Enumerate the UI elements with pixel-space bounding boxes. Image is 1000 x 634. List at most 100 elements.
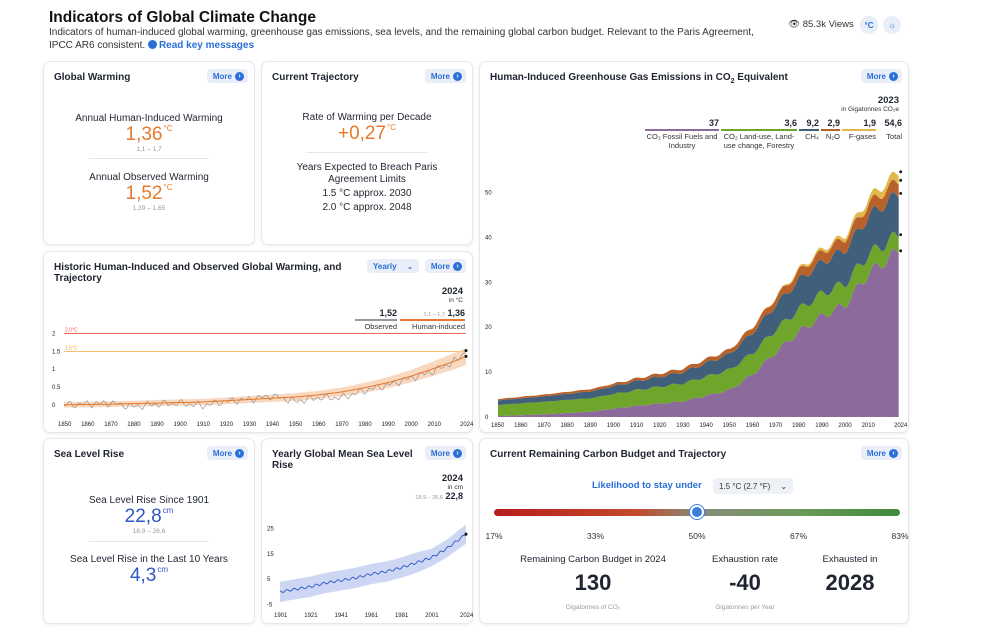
breach-label: Years Expected to Breach Paris Agreement… [296,162,438,185]
yearly-sea-unit: in cm [447,484,463,491]
unit-toggle-button[interactable]: °C [860,16,878,34]
yearly-sea-title: Yearly Global Mean Sea Level Rise [272,449,413,471]
x-tick-label: 1940 [699,423,713,429]
emissions-endpoint [899,191,903,195]
emissions-year: 2023 [877,95,899,106]
human-label: Human-induced [412,322,465,331]
legend-label: CO₂ Fossil Fuels and Industry [646,132,718,150]
y-tick-label: 1.5 [52,349,61,355]
annual-warming-number: 1,36 [125,124,163,145]
slider-ticks: 17% 33% 50% 67% 83% [480,531,910,543]
chevron-right-icon: › [889,448,898,458]
chevron-right-icon: › [453,448,462,458]
y-tick-label: 0 [52,403,56,409]
global-warming-more-button[interactable]: More › [206,69,248,83]
slider-tick-label: 83% [891,531,909,541]
sea-level-more-button[interactable]: More › [206,446,248,460]
slider-tick-label: 67% [789,531,807,541]
x-tick-label: 1920 [653,423,667,429]
x-tick-label: 1850 [58,422,72,428]
historic-warming-card: Historic Human-Induced and Observed Glob… [43,251,474,433]
reference-line-label: 1,5°C [65,345,78,351]
yearly-sea-level-card: Yearly Global Mean Sea Level Rise More › … [261,438,474,624]
x-tick-label: 1870 [104,422,118,428]
x-tick-label: 1941 [334,613,348,619]
observed-value: 1,52 [355,308,397,321]
emissions-title-sub: 2 [730,78,735,85]
observed-warming-unit: °C [163,183,173,192]
emissions-unit: in Gigatonnes CO₂e [841,106,899,113]
theme-toggle-button[interactable]: ☼ [883,16,901,34]
likelihood-select[interactable]: 1.5 °C (2.7 °F) ⌄ [713,478,794,494]
y-tick-label: 10 [485,370,492,376]
historic-more-button[interactable]: More › [424,259,466,273]
legend-label: Total [886,132,902,141]
x-tick-label: 1980 [358,422,372,428]
page-subtitle: Indicators of human-induced global warmi… [49,27,779,52]
y-tick-label: 40 [485,235,492,241]
exhausted-in-value: 2028 [825,570,875,595]
divider [307,152,427,153]
breach-15: 1.5 °C approx. 2030 [322,188,412,199]
y-tick-label: 15 [267,552,274,558]
x-tick-label: 1900 [607,423,621,429]
frequency-dropdown[interactable]: Yearly ⌄ [367,259,420,273]
read-key-messages-link[interactable]: Read key messages [147,39,254,51]
x-tick-label: 2000 [838,423,852,429]
rate-number: +0,27 [337,123,387,144]
annual-warming-label: Annual Human-Induced Warming [75,113,223,124]
chevron-right-icon: › [235,71,244,81]
info-icon [147,39,157,49]
legend-value: 1,9 [842,118,876,131]
exhausted-in-label: Exhausted in [822,554,878,565]
sea-level-uncertainty-band [280,524,466,602]
likelihood-slider-handle[interactable] [690,505,704,519]
more-label: More [430,71,450,81]
emissions-legend-item: 9,2 CH₄ [799,118,819,142]
more-label: More [212,71,232,81]
y-tick-label: 50 [485,190,492,196]
legend-value: 9,2 [799,118,819,131]
human-induced-series-line [63,355,467,406]
more-label: More [430,261,450,271]
sea-level-endpoint [464,532,468,536]
historic-warming-chart: 2 1.5 1 0.5 0 1850 1860 1870 1880 1890 1900 1910 192… [52,328,474,428]
remaining-label: Remaining Carbon Budget in 2024 [520,554,666,565]
x-tick-label: 1950 [723,423,737,429]
trajectory-more-button[interactable]: More › [424,69,466,83]
more-label: More [430,448,450,458]
divider [89,541,209,542]
likelihood-select-value: 1.5 °C (2.7 °F) [719,481,771,491]
x-tick-label: 1860 [514,423,528,429]
remaining-value: 130 [574,570,612,595]
last-10-number: 4,3 [129,565,157,586]
emissions-more-button[interactable]: More › [860,69,902,83]
x-tick-label: 1990 [815,423,829,429]
y-tick-label: 20 [485,325,492,331]
emissions-legend-item: 54,6 Total [878,118,902,142]
x-tick-label: 1910 [630,423,644,429]
yearly-sea-more-button[interactable]: More › [424,446,466,460]
emissions-title-pre: Human-Induced Greenhouse Gas Emissions i… [490,72,731,83]
observed-endpoint [464,349,468,353]
emissions-endpoint [899,249,903,253]
emissions-year-block: 2023 in Gigatonnes CO₂e [841,95,899,113]
global-warming-title: Global Warming [54,72,131,83]
rate-label: Rate of Warming per Decade [302,112,432,123]
legend-label: CH₄ [805,132,819,141]
emissions-legend-item: 2,9 N₂O [821,118,840,142]
historic-legend: 2024 in °C [442,286,463,304]
x-tick-label: 1980 [792,423,806,429]
chevron-right-icon: › [235,448,244,458]
annual-warming-range: 1,1 – 1,7 [136,146,162,153]
x-tick-label: 1850 [491,423,505,429]
y-tick-label: 25 [267,527,274,533]
more-label: More [866,448,886,458]
x-tick-label: 1930 [243,422,257,428]
carbon-budget-more-button[interactable]: More › [860,446,902,460]
legend-label: CO₂ Land-use, Land-use change, Forestry [723,132,795,150]
chevron-down-icon: ⌄ [406,261,414,271]
x-tick-label: 1900 [174,422,188,428]
observed-warming-range: 1,39 – 1,65 [132,205,166,212]
legend-human: 1,1 – 1,7 1,36 Human-induced [400,308,465,331]
